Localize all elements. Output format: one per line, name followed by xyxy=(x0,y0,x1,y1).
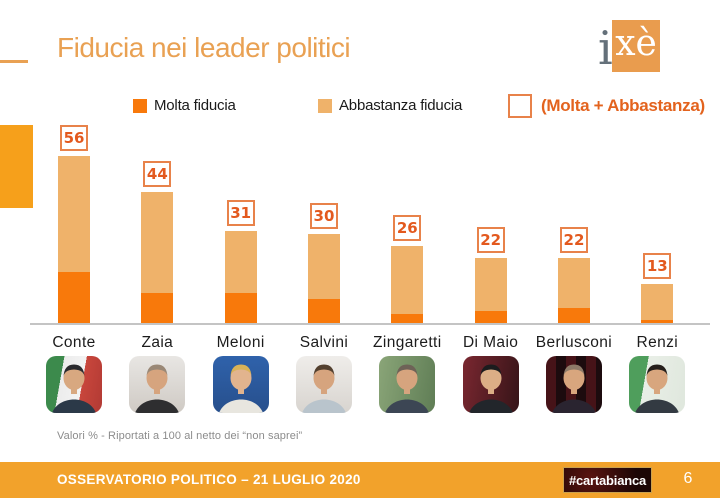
bar-molta-salvini xyxy=(307,299,340,323)
bar-molta-meloni xyxy=(224,293,257,323)
category-label-conte: Conte xyxy=(52,334,96,351)
bar-molta-zaia xyxy=(141,293,174,323)
molta-swatch-icon xyxy=(133,98,147,113)
left-accent-rect xyxy=(0,125,33,208)
footnote: Valori % - Riportati a 100 al netto dei … xyxy=(57,430,303,442)
ixe-logo: i xè xyxy=(598,18,662,73)
bar-abbastanza-conte xyxy=(58,156,90,323)
bar-value-label-salvini: 30 xyxy=(309,203,338,229)
bar-molta-di-maio xyxy=(474,311,507,323)
photo-di-maio xyxy=(462,356,519,413)
logo-box: xè xyxy=(612,20,660,72)
legend-label-total: (Molta + Abbastanza) xyxy=(541,96,705,115)
bar-value-label-zingaretti: 26 xyxy=(393,215,422,241)
legend-item-total: (Molta + Abbastanza) xyxy=(508,94,705,118)
bar-value-label-di-maio: 22 xyxy=(476,227,505,253)
photo-conte xyxy=(46,356,102,413)
bar-abbastanza-renzi xyxy=(641,284,674,323)
cartabianca-badge: #cartabianca xyxy=(563,467,652,493)
photo-renzi xyxy=(629,356,686,413)
legend-item-molta: Molta fiducia xyxy=(133,97,236,114)
footer-title: OSSERVATORIO POLITICO – 21 LUGLIO 2020 xyxy=(57,472,361,487)
x-axis-line xyxy=(30,323,710,325)
bar-abbastanza-salvini xyxy=(307,234,340,323)
photo-zingaretti xyxy=(379,356,436,413)
bar-abbastanza-di-maio xyxy=(474,258,507,323)
bar-abbastanza-meloni xyxy=(224,231,257,323)
total-swatch-icon xyxy=(508,94,532,118)
bar-value-label-meloni: 31 xyxy=(226,200,255,226)
names-row: Conte Zaia Meloni Salvini Zingaretti Di Maio B… xyxy=(0,334,720,354)
category-label-berlusconi: Berlusconi xyxy=(535,334,613,351)
logo-letters-xe: xè xyxy=(615,23,657,64)
category-label-di-maio: Di Maio xyxy=(462,334,519,351)
bar-abbastanza-zingaretti xyxy=(391,246,424,323)
photo-meloni xyxy=(212,356,269,413)
bar-value-label-renzi: 13 xyxy=(643,253,672,279)
category-label-zaia: Zaia xyxy=(141,334,174,351)
bar-value-label-zaia: 44 xyxy=(143,161,172,187)
bar-abbastanza-zaia xyxy=(141,192,174,323)
bar-value-label-berlusconi: 22 xyxy=(559,227,588,253)
legend-label-molta: Molta fiducia xyxy=(154,97,236,114)
photo-salvini xyxy=(295,356,352,413)
category-label-zingaretti: Zingaretti xyxy=(373,334,442,351)
photo-berlusconi xyxy=(545,356,602,413)
page-title: Fiducia nei leader politici xyxy=(57,32,351,63)
page-number: 6 xyxy=(683,470,693,487)
bar-molta-zingaretti xyxy=(391,314,424,323)
legend: Molta fiducia Abbastanza fiducia (Molta … xyxy=(0,94,720,120)
bar-abbastanza-berlusconi xyxy=(557,258,590,323)
photo-zaia xyxy=(129,356,186,413)
legend-item-abbastanza: Abbastanza fiducia xyxy=(318,97,462,114)
bar-value-label-conte: 56 xyxy=(60,125,88,151)
abbastanza-swatch-icon xyxy=(318,98,332,113)
category-label-renzi: Renzi xyxy=(636,334,679,351)
bar-molta-conte xyxy=(58,272,90,323)
photos-row xyxy=(0,356,720,414)
category-label-meloni: Meloni xyxy=(216,334,265,351)
bar-molta-berlusconi xyxy=(557,308,590,323)
footer-bar: OSSERVATORIO POLITICO – 21 LUGLIO 2020 #… xyxy=(0,462,720,498)
title-accent-line xyxy=(0,60,28,63)
legend-label-abbastanza: Abbastanza fiducia xyxy=(339,97,463,114)
logo-letter-i: i xyxy=(598,21,613,75)
category-label-salvini: Salvini xyxy=(299,334,349,351)
